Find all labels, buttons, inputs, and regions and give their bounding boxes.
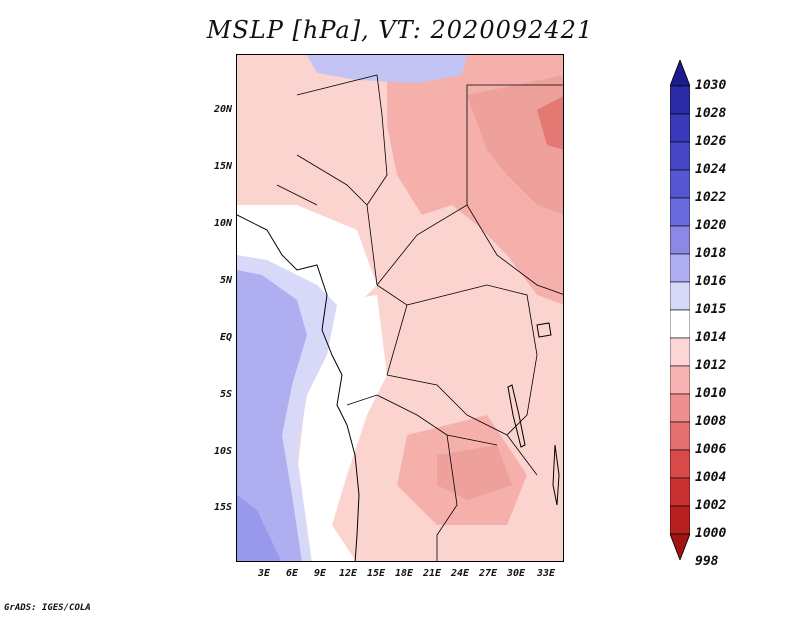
colorbar-label: 1006 [695, 442, 727, 457]
x-label-9e: 9E [313, 568, 327, 579]
country-borders [276, 74, 563, 561]
lake-tanganyika [507, 384, 526, 448]
x-label-21e: 21E [422, 568, 442, 579]
field-1016-north [307, 55, 467, 83]
colorbar-label: 1030 [695, 78, 727, 93]
colorbar-label: 1004 [695, 470, 727, 485]
y-label-15s: 15S [213, 502, 232, 513]
footer-credit: GrADS: IGES/COLA [4, 603, 91, 613]
colorbar-label: 998 [695, 554, 719, 569]
y-label-10s: 10S [213, 446, 232, 457]
colorbar-segment [670, 141, 690, 171]
y-label-15n: 15N [213, 161, 232, 172]
field-1018-ocean [237, 495, 282, 561]
map-svg [237, 55, 563, 561]
y-label-5n: 5N [219, 275, 232, 286]
colorbar-segment [670, 337, 690, 367]
x-label-18e: 18E [394, 568, 414, 579]
colorbar-segment [670, 309, 690, 339]
colorbar-segment [670, 393, 690, 423]
x-label-33e: 33E [536, 568, 556, 579]
pressure-map [236, 54, 564, 562]
field-1004-zone [537, 96, 563, 150]
colorbar-label: 1020 [695, 218, 727, 233]
colorbar-segment [670, 365, 690, 395]
x-label-30e: 30E [506, 568, 526, 579]
colorbar-label: 1002 [695, 498, 727, 513]
colorbar [670, 60, 690, 560]
lake-victoria [536, 322, 552, 338]
colorbar-segment [670, 449, 690, 479]
colorbar-label: 1012 [695, 358, 727, 373]
y-label-10n: 10N [213, 218, 232, 229]
colorbar-label: 1008 [695, 414, 727, 429]
colorbar-top-arrow [670, 60, 690, 87]
colorbar-segment [670, 169, 690, 199]
colorbar-segment [670, 477, 690, 507]
colorbar-segment [670, 225, 690, 255]
colorbar-segment [670, 421, 690, 451]
colorbar-segment [670, 113, 690, 143]
colorbar-segment [670, 505, 690, 535]
x-label-6e: 6E [285, 568, 299, 579]
colorbar-label: 1000 [695, 526, 727, 541]
colorbar-segment [670, 85, 690, 115]
x-label-12e: 12E [338, 568, 358, 579]
colorbar-segment [670, 281, 690, 311]
colorbar-bottom-arrow [670, 533, 690, 560]
x-label-15e: 15E [366, 568, 386, 579]
colorbar-segment [670, 197, 690, 227]
colorbar-label: 1016 [695, 274, 727, 289]
colorbar-segment [670, 253, 690, 283]
colorbar-label: 1024 [695, 162, 727, 177]
colorbar-label: 1018 [695, 246, 727, 261]
x-label-24e: 24E [450, 568, 470, 579]
y-label-eq: EQ [219, 332, 232, 343]
x-label-27e: 27E [478, 568, 498, 579]
colorbar-label: 1026 [695, 134, 727, 149]
lake-malawi [552, 444, 560, 506]
coastline [237, 214, 360, 561]
x-label-3e: 3E [257, 568, 271, 579]
colorbar-label: 1015 [695, 302, 727, 317]
colorbar-label: 1022 [695, 190, 727, 205]
colorbar-label: 1028 [695, 106, 727, 121]
chart-title: MSLP [hPa], VT: 2020092421 [206, 16, 594, 44]
colorbar-label: 1010 [695, 386, 727, 401]
y-label-20n: 20N [213, 104, 232, 115]
field-1006-south [437, 445, 512, 500]
colorbar-label: 1014 [695, 330, 727, 345]
field-1016-ocean [237, 270, 307, 561]
y-label-5s: 5S [219, 389, 232, 400]
